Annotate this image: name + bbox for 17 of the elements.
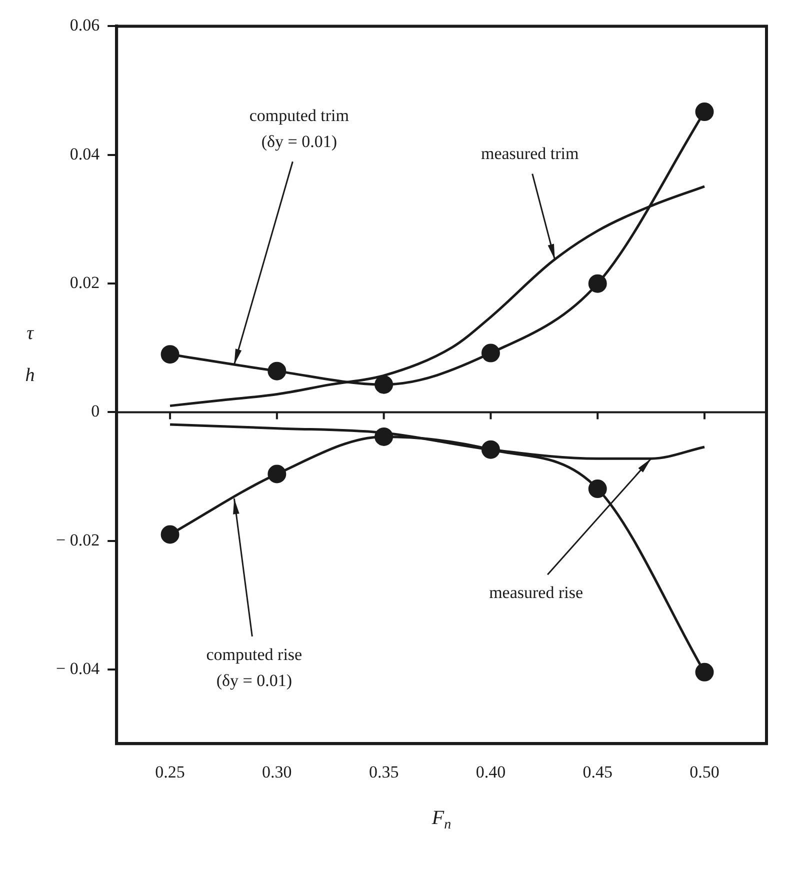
x-tick-label: 0.30 [262,762,292,782]
annotation: measured rise [489,583,584,602]
y-tick-label: 0.04 [70,144,100,164]
y-tick-label: − 0.04 [56,659,100,678]
x-tick-label: 0.45 [582,762,612,782]
annotation: computed rise (δy = 0.01) [206,644,302,690]
x-tick-label: 0.50 [690,762,720,782]
y-tick-label: 0.02 [70,273,100,292]
annotation: measured trim [480,144,579,164]
x-tick-label: 0.40 [476,762,506,782]
annotation: computed trim (δy = 0.01) [249,106,349,152]
x-tick-label: 0.25 [155,762,185,782]
y-tick-label: − 0.02 [56,530,100,550]
x-tick-label: 0.35 [368,762,399,782]
y-tick-label: 0.06 [70,16,100,35]
y-tick-label: 0 [91,402,100,421]
y-axis-title: τ h [25,322,35,386]
